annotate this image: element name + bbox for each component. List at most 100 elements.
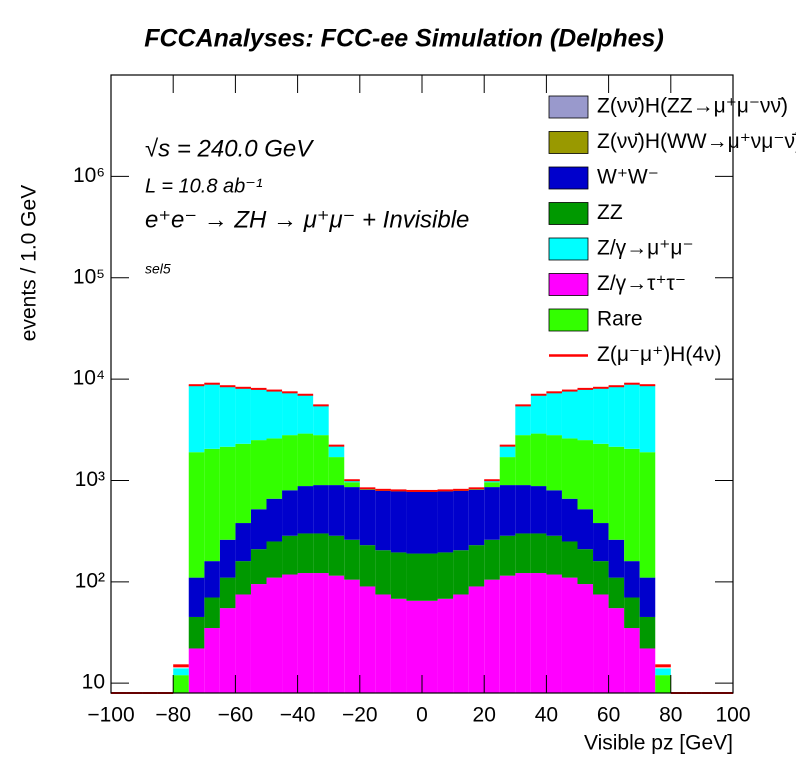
histogram-bar <box>530 394 547 434</box>
histogram-bar <box>359 489 376 546</box>
histogram-bar <box>437 489 454 492</box>
histogram-bar <box>235 386 251 389</box>
histogram-bar <box>593 387 609 444</box>
histogram-bar <box>530 573 547 693</box>
histogram-bar <box>204 561 220 598</box>
y-tick-label: 10⁵ <box>73 265 105 288</box>
histogram-bar <box>484 479 500 482</box>
histogram-bar <box>593 561 609 595</box>
histogram-bar <box>437 491 454 553</box>
histogram-bar <box>282 535 298 575</box>
histogram-bar <box>624 597 640 629</box>
annotation: e⁺e⁻ → ZH → μ⁺μ⁻ + Invisible <box>145 206 469 233</box>
histogram-bar <box>561 438 578 499</box>
histogram-bar <box>639 577 656 617</box>
histogram-bar <box>235 443 251 524</box>
histogram-bar <box>530 393 547 396</box>
legend-label: Z(νν̄)H(ZZ→μ⁺μ⁻νν̄) <box>597 95 788 118</box>
histogram-bar <box>515 533 531 574</box>
histogram-bar <box>639 648 656 693</box>
legend-label: W⁺W⁻ <box>597 166 659 189</box>
histogram-bar <box>546 535 562 575</box>
histogram-bar <box>375 594 391 693</box>
histogram-bar <box>499 445 516 458</box>
histogram-bar <box>328 535 345 576</box>
y-tick-label: 10⁴ <box>73 367 105 390</box>
histogram-bar <box>250 388 267 441</box>
histogram-bar <box>266 498 283 542</box>
y-tick-label: 10 <box>82 671 105 694</box>
histogram-bar <box>173 664 189 668</box>
histogram-bar <box>655 668 671 676</box>
histogram-bar <box>188 616 205 649</box>
histogram-bar <box>468 545 485 587</box>
histogram-bar <box>375 550 391 595</box>
legend-swatch <box>548 273 589 296</box>
histogram-bar <box>484 539 500 580</box>
histogram-bar <box>344 487 360 540</box>
histogram-bar <box>219 446 236 540</box>
histogram-bar <box>515 435 531 486</box>
histogram-bar <box>546 391 562 394</box>
legend-swatch <box>548 166 589 190</box>
histogram-bar <box>593 594 609 693</box>
histogram-bar <box>328 485 345 536</box>
histogram-bar <box>453 594 469 693</box>
legend-label: ZZ <box>597 201 623 224</box>
histogram-bar <box>468 586 485 693</box>
histogram-bar <box>219 386 236 447</box>
histogram-bar <box>624 628 640 693</box>
histogram-bar <box>344 579 360 693</box>
histogram-bar <box>624 448 640 562</box>
histogram-bar <box>219 385 236 388</box>
histogram-bar <box>499 535 516 576</box>
y-tick-label: 10⁶ <box>73 164 105 187</box>
histogram-bar <box>608 385 625 388</box>
histogram-bar <box>282 392 298 436</box>
histogram-bar <box>297 573 314 693</box>
histogram-bar <box>593 443 609 524</box>
x-tick-label: −100 <box>87 704 134 727</box>
histogram-bar <box>297 486 314 534</box>
histogram-bar <box>453 490 469 551</box>
histogram-bar <box>655 664 671 668</box>
histogram-bar <box>188 648 205 693</box>
histogram-bar <box>406 489 422 492</box>
histogram-bar <box>235 594 251 693</box>
histogram-bar <box>624 383 640 449</box>
histogram-bar <box>530 533 547 574</box>
histogram-bar <box>188 385 205 453</box>
histogram-bar <box>484 579 500 693</box>
x-tick-label: −20 <box>342 704 378 727</box>
histogram-bar <box>297 394 314 434</box>
histogram-bar <box>577 509 594 550</box>
histogram-bar <box>577 388 594 441</box>
histogram-bar <box>219 608 236 693</box>
histogram-bar <box>266 390 283 439</box>
histogram-bar <box>359 487 376 490</box>
x-tick-label: 0 <box>416 704 428 727</box>
legend-label: Z/γ→τ⁺τ⁻ <box>597 272 686 295</box>
histogram-bar <box>561 498 578 542</box>
histogram-bar <box>422 553 438 601</box>
legend-swatch <box>548 131 589 154</box>
histogram-bar <box>530 433 547 487</box>
histogram-bar <box>577 549 594 585</box>
histogram-bar <box>561 577 578 693</box>
histogram-bar <box>593 523 609 562</box>
histogram-bar <box>593 386 609 389</box>
histogram-bar <box>375 488 391 491</box>
histogram-bar <box>422 489 438 492</box>
histogram-bar <box>313 533 329 574</box>
legend-swatch <box>548 308 589 332</box>
histogram-bar <box>344 480 360 483</box>
histogram-bar <box>608 608 625 693</box>
legend-label: Z(νν̄)H(WW→μ⁺νμ⁻ν̄) <box>597 130 796 153</box>
histogram-bar <box>328 444 345 447</box>
histogram-bar <box>390 491 407 553</box>
histogram-bar <box>515 404 531 407</box>
histogram-bar <box>515 405 531 436</box>
histogram-bar <box>204 597 220 629</box>
histogram-bar <box>515 485 531 534</box>
